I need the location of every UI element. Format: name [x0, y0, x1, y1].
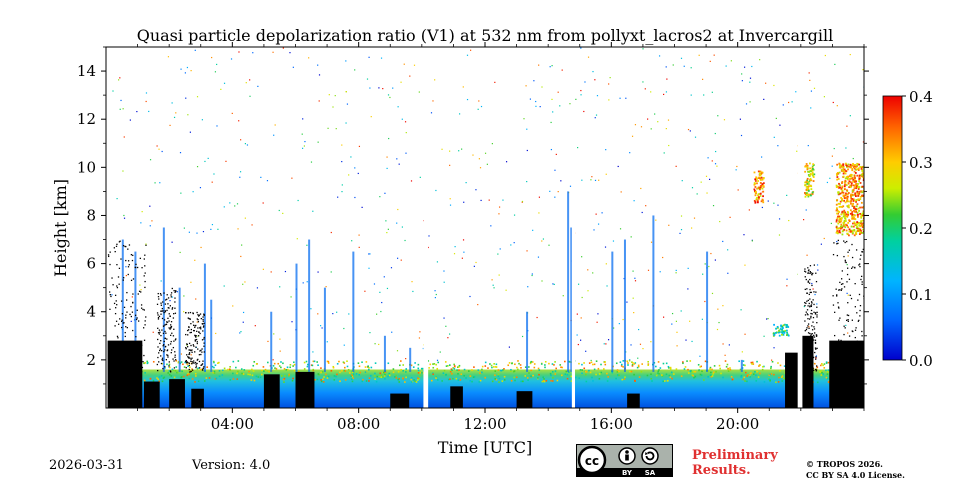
preliminary-line1: Preliminary — [692, 448, 778, 463]
plot-area — [107, 47, 864, 408]
x-tick-label: 16:00 — [590, 415, 633, 433]
cirrus-cloud-a — [753, 170, 765, 204]
vertical-streaks — [121, 191, 743, 372]
cirrus-cloud-c — [835, 162, 864, 237]
badge-by-text: BY — [622, 469, 633, 477]
x-axis-label: Time [UTC] — [438, 438, 532, 457]
y-tick-label: 6 — [86, 255, 96, 273]
svg-text:cc: cc — [585, 454, 599, 468]
y-tick-label: 4 — [86, 303, 96, 321]
y-tick-label: 2 — [86, 351, 96, 369]
x-tick-label: 08:00 — [337, 415, 380, 433]
chart-title: Quasi particle depolarization ratio (V1)… — [137, 26, 834, 45]
colorbar-tick-label: 0.3 — [909, 154, 933, 172]
footer-version: Version: 4.0 — [192, 458, 271, 473]
noise-speckle — [111, 47, 864, 362]
boundary-layer-band — [109, 369, 864, 408]
data-gap — [423, 47, 429, 408]
colorbar-tick-label: 0.0 — [909, 352, 933, 370]
data-gap — [571, 47, 576, 408]
x-tick-label: 12:00 — [463, 415, 506, 433]
colorbar-tick-label: 0.4 — [909, 88, 933, 106]
missing-data — [107, 335, 864, 408]
copyright-line2: CC BY SA 4.0 License. — [806, 470, 905, 480]
colorbar — [882, 95, 903, 361]
x-tick-label: 04:00 — [211, 415, 254, 433]
footer-date: 2026-03-31 — [49, 458, 124, 473]
y-tick-label: 8 — [86, 206, 96, 224]
colorbar-ticks: 0.0 0.1 0.2 0.3 0.4 — [902, 88, 933, 370]
colorbar-tick-label: 0.1 — [909, 286, 933, 304]
colorbar-tick-label: 0.2 — [909, 220, 933, 238]
copyright-line1: © TROPOS 2026. — [806, 459, 883, 469]
cc-icon — [577, 445, 607, 475]
preliminary-notice: Preliminary Results. — [692, 448, 778, 478]
axes: 04:00 08:00 12:00 16:00 20:00 2 4 6 8 10 12 14 — [77, 42, 869, 433]
cc-license-badge: cc BY SA — [576, 444, 673, 477]
missing-data-speckle — [107, 239, 864, 373]
data-gap — [797, 47, 803, 408]
y-tick-label: 14 — [77, 62, 96, 80]
copyright-notice: © TROPOS 2026. CC BY SA 4.0 License. — [806, 459, 905, 481]
x-tick-label: 20:00 — [716, 415, 759, 433]
badge-sa-text: SA — [645, 469, 656, 477]
y-axis-label: Height [km] — [51, 179, 70, 277]
elevated-layer — [772, 323, 790, 337]
cirrus-cloud-b — [804, 162, 816, 198]
preliminary-line2: Results. — [692, 463, 751, 478]
plot-frame — [105, 46, 865, 409]
y-tick-label: 10 — [77, 158, 96, 176]
y-tick-label: 12 — [77, 110, 96, 128]
sa-icon — [641, 447, 659, 465]
